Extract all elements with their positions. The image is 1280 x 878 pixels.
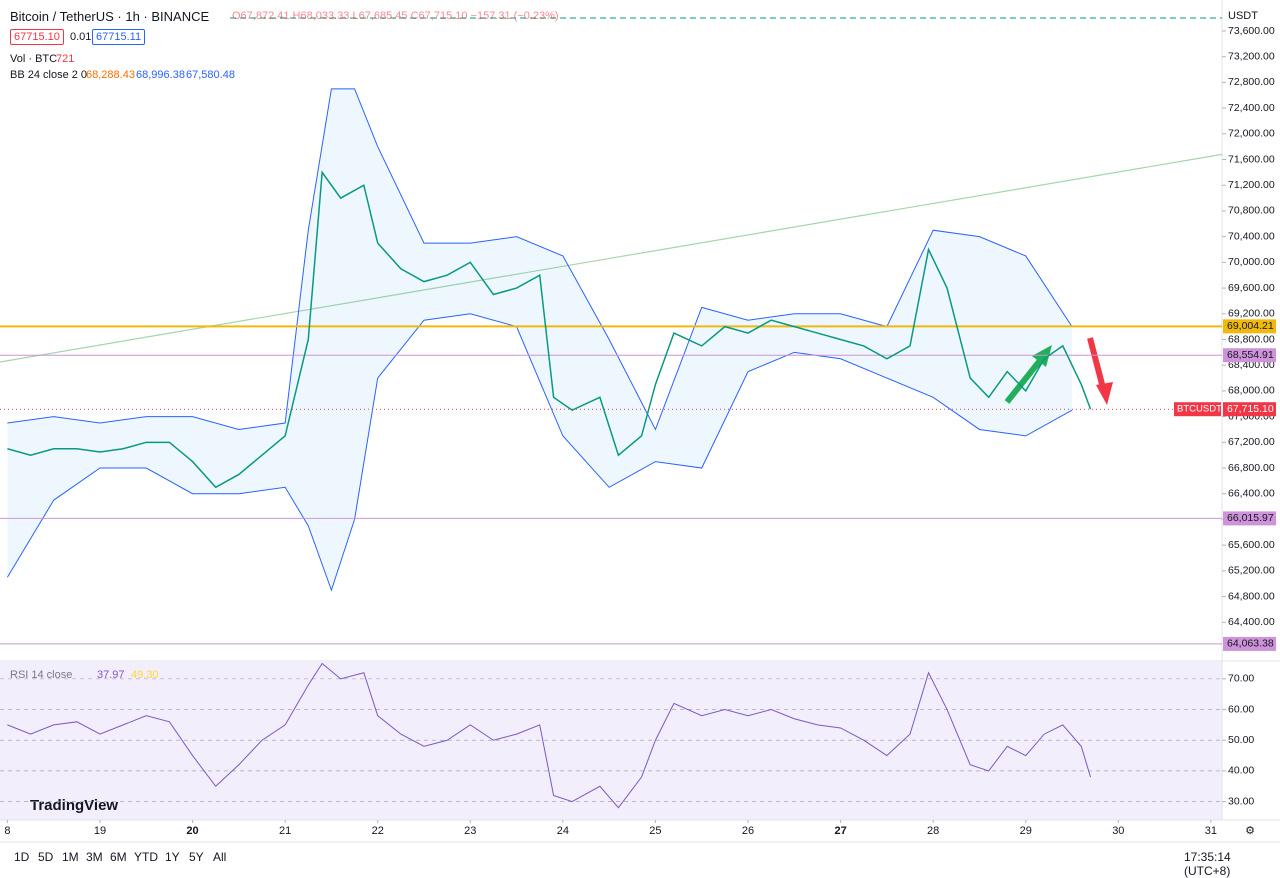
buy-button[interactable]: 67715.11 — [92, 29, 146, 45]
x-tick-label: 27 — [834, 825, 846, 837]
y-tick-label: 70,400.00 — [1228, 230, 1275, 242]
x-tick-label: 25 — [649, 825, 661, 837]
level-tag — [1223, 319, 1276, 334]
range-button[interactable]: 1D — [14, 850, 30, 864]
band-fill — [7, 88, 1073, 591]
bb-upper: 68,996.38 — [136, 69, 185, 81]
x-tick-label: 21 — [279, 825, 291, 837]
y-tick-label: 66,400.00 — [1228, 488, 1275, 500]
range-button[interactable]: 5D — [38, 850, 54, 864]
range-button[interactable]: All — [213, 850, 227, 864]
y-tick-label: 72,400.00 — [1228, 102, 1275, 114]
price-line — [7, 170, 1092, 489]
x-tick-label: 30 — [1112, 825, 1124, 837]
rsi-value: 37.97 — [97, 669, 125, 681]
settings-icon[interactable]: ⚙ — [1245, 825, 1255, 837]
y-tick-label: 71,600.00 — [1228, 153, 1275, 165]
y-tick-label: 67,200.00 — [1228, 436, 1275, 448]
y-tick-label: 30.00 — [1228, 795, 1254, 807]
x-tick-label: 28 — [927, 825, 939, 837]
x-tick-label: 22 — [372, 825, 384, 837]
range-button[interactable]: 1M — [62, 850, 79, 864]
brand: TradingView — [30, 797, 118, 814]
y-tick-label: 68,000.00 — [1228, 385, 1275, 397]
red-arrow-head — [1096, 382, 1113, 405]
annotations — [1004, 337, 1113, 405]
level-label: 69,004.21 — [1227, 320, 1274, 332]
y-tick-label: 64,400.00 — [1228, 616, 1275, 628]
y-tick-label: 65,200.00 — [1228, 565, 1275, 577]
bb-lower: 67,580.48 — [186, 69, 235, 81]
range-button[interactable]: 1Y — [165, 850, 180, 864]
y-tick-label: 70.00 — [1228, 673, 1254, 685]
y-tick-label: 69,200.00 — [1228, 308, 1275, 320]
level-tag — [1223, 511, 1276, 526]
last-name: BTCUSDT — [1177, 404, 1222, 415]
last-price-tag — [1223, 402, 1276, 417]
y-tick-label: 64,800.00 — [1228, 590, 1275, 602]
green-arrow-head — [1032, 345, 1052, 367]
y-tick-label: 50.00 — [1228, 734, 1254, 746]
last-name-tag — [1174, 402, 1221, 417]
y-tick-label: 70,800.00 — [1228, 205, 1275, 217]
y-tick-label: 73,200.00 — [1228, 50, 1275, 62]
bb-basis: 68,288.43 — [86, 69, 135, 81]
y-tick-label: 72,800.00 — [1228, 76, 1275, 88]
trendline — [0, 153, 1223, 363]
band-upper — [7, 88, 1073, 431]
y-tick-label: 73,600.00 — [1228, 25, 1275, 37]
x-tick-label: 31 — [1205, 825, 1217, 837]
rsi-label: RSI 14 close — [10, 669, 73, 681]
level-tag — [1223, 636, 1276, 651]
range-button[interactable]: 3M — [86, 850, 103, 864]
x-tick-label: 29 — [1020, 825, 1032, 837]
x-tick-label: 20 — [186, 825, 198, 837]
rsi-line — [7, 662, 1092, 809]
red-arrow — [1087, 337, 1106, 389]
range-button[interactable]: YTD — [134, 850, 158, 864]
green-arrow — [1004, 356, 1045, 404]
y-tick-label: 71,200.00 — [1228, 179, 1275, 191]
range-button[interactable]: 5Y — [189, 850, 204, 864]
y-tick-label: 69,600.00 — [1228, 282, 1275, 294]
x-tick-label: 23 — [464, 825, 476, 837]
bb-label: BB 24 close 2 0 — [10, 69, 88, 81]
level-label: 64,063.38 — [1227, 638, 1274, 650]
x-tick-label: 24 — [557, 825, 569, 837]
spread: 0.01 — [70, 31, 92, 43]
y-tick-label: 60.00 — [1228, 703, 1254, 715]
level-label: 68,554.91 — [1227, 349, 1274, 361]
y-tick-label: 68,800.00 — [1228, 333, 1275, 345]
symbol-title[interactable]: Bitcoin / TetherUS · 1h · BINANCE — [10, 9, 210, 24]
level-label: 66,015.97 — [1227, 512, 1274, 524]
y-tick-label: 65,600.00 — [1228, 539, 1275, 551]
ohlc: O67,872.41 H68,033.33 L67,685.45 C67,715… — [232, 10, 559, 22]
x-tick-label: 19 — [94, 825, 106, 837]
range-button[interactable]: 6M — [110, 850, 127, 864]
band-lower — [6, 313, 1073, 592]
x-tick-label: 26 — [742, 825, 754, 837]
sell-button[interactable]: 67715.10 — [10, 29, 64, 45]
y-tick-label: 66,800.00 — [1228, 462, 1275, 474]
y-tick-label: 40.00 — [1228, 765, 1254, 777]
rsi-panel — [0, 662, 1222, 820]
volume-value: 721 — [56, 53, 75, 65]
clock: 17:35:14 (UTC+8) — [1184, 850, 1231, 878]
level-tag — [1223, 348, 1276, 363]
rsi-ma: 49.30 — [131, 669, 159, 681]
last-price-label: 67,715.10 — [1227, 403, 1274, 415]
volume-label: Vol · BTC — [10, 53, 58, 65]
y-tick-label: 72,000.00 — [1228, 128, 1275, 140]
x-tick-label: 8 — [4, 825, 10, 837]
y-tick-label: 70,000.00 — [1228, 256, 1275, 268]
currency: USDT — [1228, 10, 1258, 22]
